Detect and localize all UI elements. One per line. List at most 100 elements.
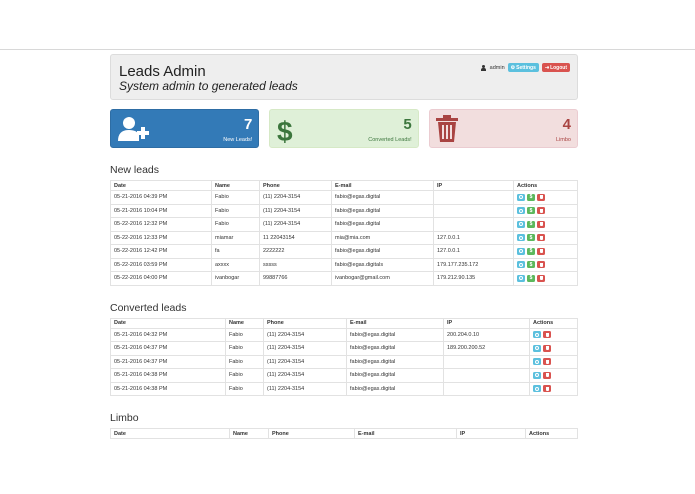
cell-ip bbox=[433, 217, 514, 232]
gear-icon bbox=[519, 195, 523, 200]
table-header-row: Date Name Phone E-mail IP Actions bbox=[110, 428, 578, 439]
trash-icon bbox=[539, 195, 543, 200]
cell-date: 05-21-2016 04:39 PM bbox=[110, 190, 212, 205]
settings-action-button[interactable] bbox=[533, 358, 541, 366]
delete-action-button[interactable] bbox=[543, 344, 551, 352]
dollar-icon: $ bbox=[529, 207, 533, 214]
page-title: Leads Admin bbox=[119, 63, 206, 80]
gear-icon bbox=[535, 373, 539, 378]
settings-action-button[interactable] bbox=[533, 385, 541, 393]
delete-action-button[interactable] bbox=[543, 331, 551, 339]
new-leads-label: New Leads! bbox=[223, 137, 253, 143]
convert-action-button[interactable]: $ bbox=[527, 234, 535, 242]
table-row: 05-22-2016 03:59 PM axxxx sssss fabio@egas.… bbox=[110, 257, 578, 272]
cell-date: 05-21-2016 04:32 PM bbox=[110, 327, 226, 342]
row-actions: $ bbox=[517, 247, 574, 255]
limbo-card[interactable]: 4 Limbo bbox=[428, 109, 578, 148]
cell-email: fabio@egas.digital bbox=[346, 327, 444, 342]
table-row: 05-21-2016 10:04 PM Fabio (11) 2204-3154 fa… bbox=[110, 203, 578, 218]
settings-action-button[interactable] bbox=[533, 344, 541, 352]
delete-action-button[interactable] bbox=[543, 385, 551, 393]
col-email: E-mail bbox=[354, 428, 457, 439]
dollar-icon: $ bbox=[529, 221, 533, 228]
settings-action-button[interactable] bbox=[517, 220, 525, 228]
table-row: 05-21-2016 04:38 PM Fabio (11) 2204-3154 fa… bbox=[110, 381, 578, 396]
col-phone: Phone bbox=[259, 180, 332, 191]
cell-actions bbox=[529, 341, 578, 356]
cell-ip bbox=[433, 203, 514, 218]
delete-action-button[interactable] bbox=[537, 247, 545, 255]
cell-phone: sssss bbox=[259, 257, 332, 272]
settings-action-button[interactable] bbox=[517, 274, 525, 282]
col-actions: Actions bbox=[529, 317, 578, 329]
delete-action-button[interactable] bbox=[537, 274, 545, 282]
settings-action-button[interactable] bbox=[517, 207, 525, 215]
cell-ip: 127.0.0.1 bbox=[433, 244, 514, 259]
settings-action-button[interactable] bbox=[533, 371, 541, 379]
cell-phone: (11) 2204-3154 bbox=[259, 203, 332, 218]
top-divider bbox=[0, 49, 695, 50]
delete-action-button[interactable] bbox=[537, 261, 545, 269]
cell-phone: (11) 2204-3154 bbox=[263, 341, 347, 356]
converted-leads-card[interactable]: $ 5 Converted Leads! bbox=[269, 109, 419, 148]
delete-action-button[interactable] bbox=[543, 371, 551, 379]
convert-action-button[interactable]: $ bbox=[527, 207, 535, 215]
cell-actions bbox=[529, 354, 578, 369]
gear-icon bbox=[519, 208, 523, 213]
row-actions bbox=[533, 385, 574, 393]
row-actions: $ bbox=[517, 274, 574, 282]
gear-icon bbox=[535, 346, 539, 351]
trash-icon bbox=[545, 386, 549, 391]
settings-action-button[interactable] bbox=[517, 193, 525, 201]
dollar-icon: $ bbox=[529, 275, 533, 282]
delete-action-button[interactable] bbox=[537, 207, 545, 215]
delete-action-button[interactable] bbox=[537, 220, 545, 228]
convert-action-button[interactable]: $ bbox=[527, 220, 535, 228]
row-actions bbox=[533, 371, 574, 379]
delete-action-button[interactable] bbox=[543, 358, 551, 366]
settings-action-button[interactable] bbox=[517, 261, 525, 269]
col-actions: Actions bbox=[525, 428, 578, 439]
row-actions bbox=[533, 344, 574, 352]
cell-email: fabio@egas.digital bbox=[331, 217, 434, 232]
cell-name: axxxx bbox=[211, 257, 260, 272]
convert-action-button[interactable]: $ bbox=[527, 261, 535, 269]
convert-action-button[interactable]: $ bbox=[527, 247, 535, 255]
cell-phone: (11) 2204-3154 bbox=[259, 217, 332, 232]
col-phone: Phone bbox=[268, 428, 355, 439]
gear-icon bbox=[519, 262, 523, 267]
cell-ip bbox=[443, 381, 530, 396]
logout-icon: ⇥ bbox=[544, 64, 550, 71]
svg-text:$: $ bbox=[277, 116, 293, 145]
delete-action-button[interactable] bbox=[537, 193, 545, 201]
cell-phone: 11 22043154 bbox=[259, 230, 332, 245]
dollar-icon: $ bbox=[529, 234, 533, 241]
gear-icon bbox=[519, 235, 523, 240]
table-row: 05-22-2016 04:00 PM ivanbogar 99887766 ivan… bbox=[110, 271, 578, 286]
convert-action-button[interactable]: $ bbox=[527, 193, 535, 201]
cell-date: 05-22-2016 12:32 PM bbox=[110, 217, 212, 232]
table-row: 05-21-2016 04:38 PM Fabio (11) 2204-3154 fa… bbox=[110, 368, 578, 383]
convert-action-button[interactable]: $ bbox=[527, 274, 535, 282]
new-leads-card[interactable]: 7 New Leads! bbox=[110, 109, 260, 148]
gear-icon: ⚙ bbox=[510, 64, 516, 71]
settings-action-button[interactable] bbox=[517, 247, 525, 255]
table-row: 05-21-2016 04:37 PM Fabio (11) 2204-3154 fa… bbox=[110, 354, 578, 369]
cell-email: fabio@egas.digital bbox=[331, 190, 434, 205]
cell-email: fabio@egas.digital bbox=[331, 203, 434, 218]
dollar-icon: $ bbox=[529, 194, 533, 201]
cell-actions bbox=[529, 381, 578, 396]
logout-button[interactable]: ⇥ Logout bbox=[541, 63, 570, 72]
settings-button-label: Settings bbox=[516, 64, 536, 71]
delete-action-button[interactable] bbox=[537, 234, 545, 242]
settings-button[interactable]: ⚙ Settings bbox=[507, 63, 539, 72]
limbo-heading: Limbo bbox=[110, 412, 139, 424]
col-name: Name bbox=[225, 317, 264, 329]
table-row: 05-21-2016 04:39 PM Fabio (11) 2204-3154 fa… bbox=[110, 190, 578, 205]
cell-phone: 2222222 bbox=[259, 244, 332, 259]
settings-action-button[interactable] bbox=[517, 234, 525, 242]
row-actions bbox=[533, 358, 574, 366]
trash-icon bbox=[545, 373, 549, 378]
row-actions: $ bbox=[517, 220, 574, 228]
settings-action-button[interactable] bbox=[533, 331, 541, 339]
